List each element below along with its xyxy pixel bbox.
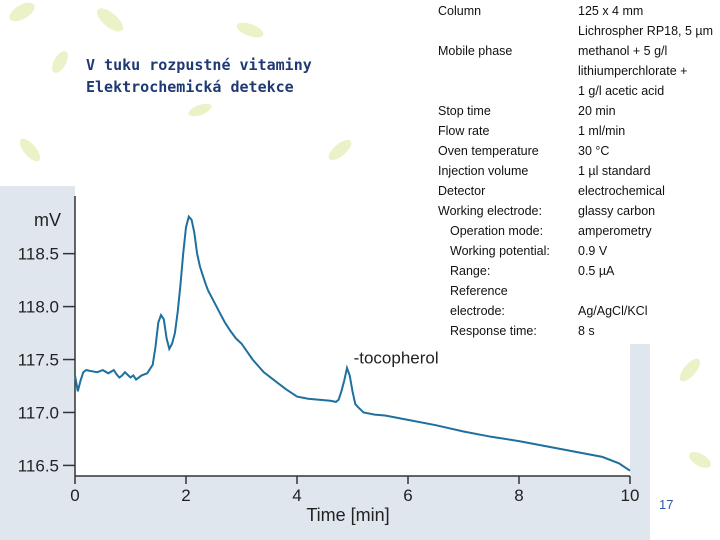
condition-row: Lichrospher RP18, 5 µm bbox=[432, 24, 720, 44]
condition-value: amperometry bbox=[578, 224, 652, 238]
condition-row: Flow rate 1 ml/min bbox=[432, 124, 720, 144]
condition-value: electrochemical bbox=[578, 184, 665, 198]
condition-key: electrode: bbox=[450, 304, 505, 318]
condition-row: Detector electrochemical bbox=[432, 184, 720, 204]
condition-row: 1 g/l acetic acid bbox=[432, 84, 720, 104]
condition-key: Mobile phase bbox=[438, 44, 513, 58]
condition-value: 1 µl standard bbox=[578, 164, 651, 178]
chromatography-conditions-table: Column 125 x 4 mm Lichrospher RP18, 5 µm Mo… bbox=[432, 0, 720, 344]
slide-title-line-2: Elektrochemická detekce bbox=[86, 78, 294, 96]
condition-key: Oven temperature bbox=[438, 144, 539, 158]
condition-value: methanol + 5 g/l bbox=[578, 44, 668, 58]
condition-value: Ag/AgCl/KCl bbox=[578, 304, 648, 318]
condition-row: electrode: Ag/AgCl/KCl bbox=[432, 304, 720, 324]
condition-value: 1 g/l acetic acid bbox=[578, 84, 665, 98]
condition-row: Stop time 20 min bbox=[432, 104, 720, 124]
condition-value: 30 °C bbox=[578, 144, 610, 158]
condition-key: Operation mode: bbox=[450, 224, 544, 238]
condition-key: Flow rate bbox=[438, 124, 490, 138]
x-tick-label: 8 bbox=[514, 486, 523, 505]
condition-row: Column 125 x 4 mm bbox=[432, 4, 720, 24]
x-tick-label: 4 bbox=[292, 486, 301, 505]
condition-key: Reference bbox=[450, 284, 508, 298]
condition-key: Column bbox=[438, 4, 482, 18]
chromatogram-trace bbox=[74, 214, 631, 472]
condition-key: Response time: bbox=[450, 324, 537, 338]
page-number: 17 bbox=[659, 497, 674, 512]
x-tick-label: 6 bbox=[403, 486, 412, 505]
condition-value: 8 s bbox=[578, 324, 595, 338]
condition-value: 0.9 V bbox=[578, 244, 608, 258]
condition-row: Working potential: 0.9 V bbox=[432, 244, 720, 264]
x-axis-label: Time [min] bbox=[306, 505, 389, 525]
slide-title-line-1: V tuku rozpustné vitaminy bbox=[86, 56, 312, 74]
condition-row: Operation mode: amperometry bbox=[432, 224, 720, 244]
condition-value: 125 x 4 mm bbox=[578, 4, 644, 18]
condition-row: lithiumperchlorate + bbox=[432, 64, 720, 84]
condition-key: Range: bbox=[450, 264, 491, 278]
condition-row: Working electrode: glassy carbon bbox=[432, 204, 720, 224]
condition-row: Response time: 8 s bbox=[432, 324, 720, 344]
condition-row: Injection volume 1 µl standard bbox=[432, 164, 720, 184]
condition-value: 1 ml/min bbox=[578, 124, 626, 138]
y-tick-label: 117.5 bbox=[18, 351, 59, 370]
condition-key: Detector bbox=[438, 184, 486, 198]
condition-row: Oven temperature 30 °C bbox=[432, 144, 720, 164]
condition-key: Working electrode: bbox=[438, 204, 542, 218]
y-tick-label: 117.0 bbox=[18, 403, 59, 422]
x-tick-label: 2 bbox=[181, 486, 190, 505]
condition-value: 20 min bbox=[578, 104, 616, 118]
slide-title: V tuku rozpustné vitaminy Elektrochemick… bbox=[86, 54, 312, 98]
condition-key: Injection volume bbox=[438, 164, 529, 178]
condition-key: Stop time bbox=[438, 104, 491, 118]
y-tick-label: 116.5 bbox=[18, 456, 59, 475]
x-tick-label: 0 bbox=[70, 486, 79, 505]
condition-row: Reference bbox=[432, 284, 720, 304]
condition-key: Working potential: bbox=[450, 244, 550, 258]
condition-row: Mobile phase methanol + 5 g/l bbox=[432, 44, 720, 64]
condition-value: lithiumperchlorate + bbox=[578, 64, 688, 78]
y-tick-label: 118.5 bbox=[18, 245, 59, 264]
y-axis-label: mV bbox=[34, 210, 61, 230]
condition-value: glassy carbon bbox=[578, 204, 656, 218]
condition-value: Lichrospher RP18, 5 µm bbox=[578, 24, 714, 38]
tocopherol-peak-label: -tocopherol bbox=[354, 348, 439, 367]
x-tick-label: 10 bbox=[621, 486, 640, 505]
y-tick-label: 118.0 bbox=[18, 298, 59, 317]
condition-value: 0.5 µA bbox=[578, 264, 615, 278]
condition-row: Range: 0.5 µA bbox=[432, 264, 720, 284]
